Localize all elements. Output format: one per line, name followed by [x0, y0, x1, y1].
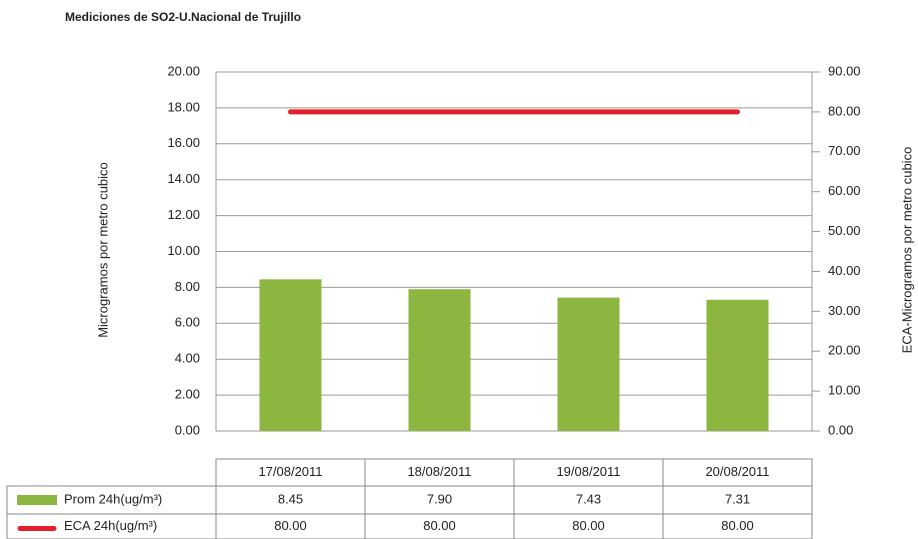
- x-tick-label: 18/08/2011: [407, 464, 471, 479]
- y-tick-label: 8.00: [175, 279, 200, 294]
- y2-tick-label: 40.00: [828, 263, 861, 278]
- y2-tick-label: 20.00: [828, 343, 861, 358]
- y-tick-label: 20.00: [167, 63, 200, 78]
- table-value: 80.00: [274, 518, 307, 533]
- bar: [557, 297, 620, 431]
- y2-tick-label: 60.00: [828, 183, 861, 198]
- y-tick-label: 6.00: [175, 315, 200, 330]
- y2-tick-label: 30.00: [828, 303, 861, 318]
- y-tick-label: 14.00: [167, 171, 200, 186]
- y-tick-label: 16.00: [167, 135, 200, 150]
- legend-label: ECA 24h(ug/m³): [64, 518, 157, 533]
- table-value: 80.00: [423, 518, 456, 533]
- bar: [706, 299, 769, 431]
- table-value: 7.43: [576, 491, 601, 506]
- y2-tick-label: 80.00: [828, 103, 861, 118]
- y2-tick-label: 10.00: [828, 383, 861, 398]
- table-value: 8.45: [278, 491, 303, 506]
- bar: [259, 279, 322, 431]
- y-tick-label: 18.00: [167, 99, 200, 114]
- table-value: 80.00: [721, 518, 754, 533]
- table-value: 7.31: [725, 491, 750, 506]
- legend-swatch: [17, 495, 57, 505]
- y-tick-label: 4.00: [175, 351, 200, 366]
- legend-label: Prom 24h(ug/m³): [64, 491, 162, 506]
- table-value: 7.90: [427, 491, 452, 506]
- y-tick-label: 2.00: [175, 387, 200, 402]
- chart-title: Mediciones de SO2-U.Nacional de Trujillo: [65, 10, 301, 24]
- y2-tick-label: 90.00: [828, 63, 861, 78]
- y2-tick-label: 50.00: [828, 223, 861, 238]
- bar: [408, 289, 471, 431]
- y2-axis-label: ECA-Microgramos por metro cubico: [899, 147, 914, 354]
- y-axis-label: Microgramos por metro cubico: [95, 162, 110, 338]
- y-tick-label: 12.00: [167, 207, 200, 222]
- table-value: 80.00: [572, 518, 605, 533]
- y2-tick-label: 70.00: [828, 143, 861, 158]
- y-tick-label: 0.00: [175, 422, 200, 437]
- x-tick-label: 19/08/2011: [556, 464, 620, 479]
- x-tick-label: 17/08/2011: [258, 464, 322, 479]
- y-tick-label: 10.00: [167, 243, 200, 258]
- x-tick-label: 20/08/2011: [705, 464, 769, 479]
- y2-tick-label: 0.00: [828, 422, 853, 437]
- table-cell: [662, 513, 813, 539]
